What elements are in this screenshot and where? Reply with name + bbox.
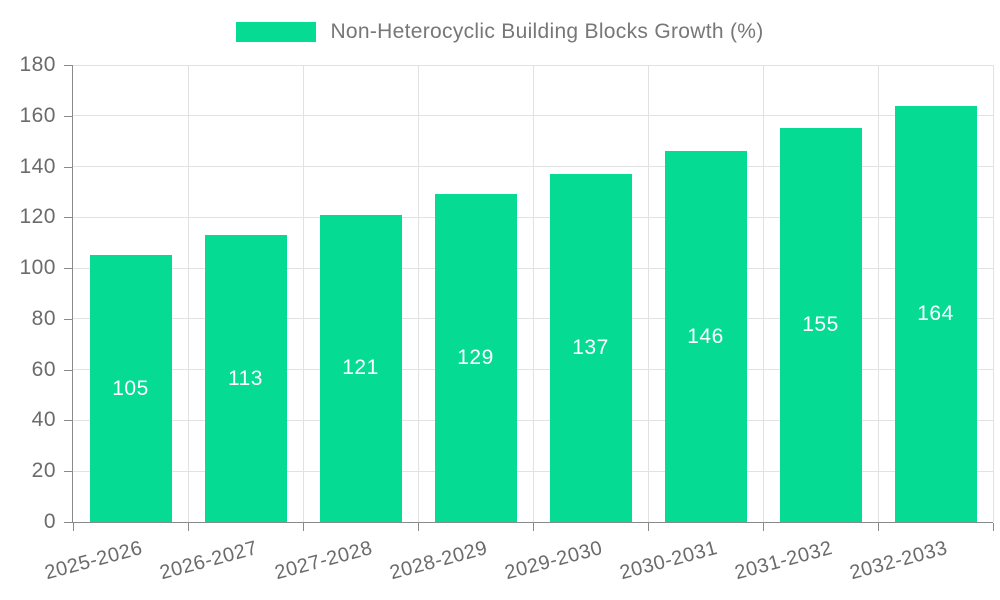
- y-axis-label: 80: [31, 306, 56, 330]
- bar[interactable]: [319, 214, 402, 522]
- y-axis-tick: [64, 65, 72, 66]
- legend[interactable]: Non-Heterocyclic Building Blocks Growth …: [0, 18, 1000, 46]
- bar[interactable]: [89, 255, 172, 522]
- bar-value-label: 137: [572, 336, 609, 360]
- legend-swatch: [236, 22, 317, 42]
- y-axis-tick: [64, 420, 72, 422]
- bar[interactable]: [549, 174, 632, 522]
- bar-value-label: 129: [457, 346, 494, 370]
- x-axis-tick: [417, 523, 419, 531]
- y-axis-label: 0: [43, 510, 56, 533]
- y-axis-tick: [64, 268, 72, 270]
- y-axis-tick: [64, 217, 72, 219]
- bar-value-label: 121: [342, 356, 379, 380]
- v-gridline: [302, 65, 304, 522]
- x-axis-tick: [992, 523, 994, 531]
- x-axis-label: 2030-2031: [617, 537, 721, 585]
- v-gridline: [532, 65, 534, 522]
- y-axis-label: 100: [19, 256, 56, 280]
- bar[interactable]: [779, 128, 862, 522]
- x-axis-label: 2031-2032: [732, 537, 836, 585]
- bar-value-label: 155: [802, 313, 839, 337]
- x-axis-tick: [302, 523, 304, 531]
- bar[interactable]: [204, 235, 287, 522]
- x-axis-tick: [187, 523, 189, 531]
- bar-value-label: 146: [687, 324, 724, 348]
- y-axis-tick: [64, 369, 72, 371]
- x-axis-tick: [877, 523, 879, 531]
- bar-value-label: 113: [228, 366, 263, 390]
- v-gridline: [647, 65, 649, 522]
- v-gridline: [762, 65, 764, 522]
- y-axis-tick: [64, 318, 72, 320]
- y-axis-tick: [64, 522, 72, 523]
- y-axis-label: 160: [19, 103, 56, 127]
- bar-value-label: 105: [112, 376, 149, 400]
- x-axis-line: [72, 522, 993, 523]
- bar[interactable]: [434, 194, 517, 522]
- legend-label: Non-Heterocyclic Building Blocks Growth …: [330, 20, 764, 43]
- bar[interactable]: [664, 151, 747, 522]
- x-axis-label: 2029-2030: [502, 537, 606, 585]
- y-axis-label: 180: [19, 53, 56, 76]
- x-axis-tick: [647, 523, 649, 531]
- x-axis-tick: [532, 523, 534, 531]
- y-axis-label: 140: [19, 154, 56, 178]
- y-axis-label: 40: [31, 408, 56, 432]
- v-gridline: [877, 65, 879, 522]
- y-axis-label: 120: [19, 205, 56, 229]
- y-axis-tick: [64, 166, 72, 168]
- v-gridline: [187, 65, 189, 522]
- y-axis-tick: [64, 115, 72, 117]
- x-axis-label: 2025-2026: [42, 537, 146, 585]
- x-axis-label: 2026-2027: [157, 537, 261, 585]
- x-axis-label: 2032-2033: [847, 537, 951, 585]
- x-axis-label: 2027-2028: [272, 537, 376, 585]
- v-gridline: [417, 65, 419, 522]
- y-axis-label: 20: [31, 459, 56, 483]
- bar[interactable]: [894, 105, 977, 522]
- x-axis-tick: [762, 523, 764, 531]
- v-gridline: [992, 65, 994, 522]
- y-axis-tick: [64, 471, 72, 473]
- y-axis-label: 60: [31, 357, 56, 381]
- x-axis-tick: [72, 523, 74, 531]
- x-axis-label: 2028-2029: [387, 537, 491, 585]
- bar-value-label: 164: [917, 301, 954, 325]
- y-axis-line: [72, 65, 73, 522]
